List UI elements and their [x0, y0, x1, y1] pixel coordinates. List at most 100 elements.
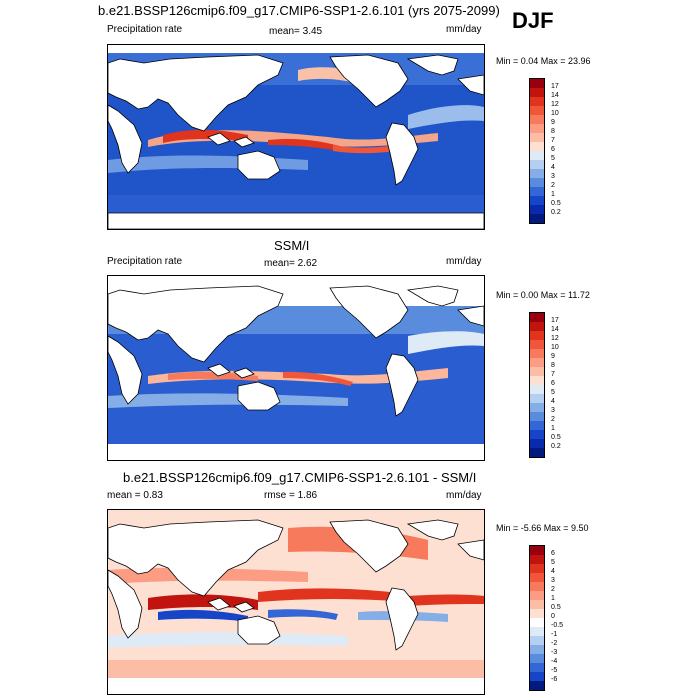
colorbar-swatch — [530, 672, 544, 681]
colorbar-tick-label: 6 — [551, 146, 555, 153]
colorbar-tick-label: 17 — [551, 83, 559, 90]
colorbar-swatch — [530, 573, 544, 582]
colorbar-swatch — [530, 313, 544, 322]
colorbar-swatch — [530, 636, 544, 645]
colorbar-swatch — [530, 97, 544, 106]
colorbar-swatch — [530, 627, 544, 636]
panel3-map — [107, 509, 485, 695]
colorbar-tick-label: 3 — [551, 577, 555, 584]
colorbar-tick-label: 5 — [551, 389, 555, 396]
figure-title: b.e21.BSSP126cmip6.f09_g17.CMIP6-SSP1-2.… — [98, 3, 500, 18]
panel1-variable-label: Precipitation rate — [107, 24, 183, 35]
colorbar-tick-label: 4 — [551, 164, 555, 171]
colorbar-swatch — [530, 555, 544, 564]
colorbar-swatch — [530, 133, 544, 142]
colorbar-swatch — [530, 340, 544, 349]
colorbar-swatch — [530, 214, 544, 223]
colorbar-tick-label: 4 — [551, 398, 555, 405]
colorbar-tick-label: 3 — [551, 407, 555, 414]
colorbar-swatch — [530, 430, 544, 439]
colorbar-swatch — [530, 358, 544, 367]
colorbar-swatch — [530, 187, 544, 196]
colorbar-tick-label: -3 — [551, 649, 558, 656]
colorbar-swatch — [530, 448, 544, 457]
colorbar-swatch — [530, 385, 544, 394]
colorbar-swatch — [530, 645, 544, 654]
colorbar-swatch — [530, 591, 544, 600]
panel1-mean-label: mean= 3.45 — [269, 26, 323, 37]
panel3-mean-label: mean = 0.83 — [107, 490, 163, 501]
colorbar-tick-label: 9 — [551, 119, 555, 126]
colorbar-swatch — [530, 349, 544, 358]
colorbar-swatch — [530, 681, 544, 690]
colorbar-tick-label: 1 — [551, 595, 555, 602]
colorbar-tick-label: -4 — [551, 658, 558, 665]
colorbar-swatch — [530, 205, 544, 214]
colorbar-swatch — [530, 196, 544, 205]
colorbar-swatch — [530, 439, 544, 448]
panel2-variable-label: Precipitation rate — [107, 256, 183, 267]
colorbar-swatch — [530, 663, 544, 672]
colorbar-tick-label: 0.2 — [551, 443, 561, 450]
colorbar-tick-label: 4 — [551, 568, 555, 575]
colorbar-swatch — [530, 322, 544, 331]
colorbar-swatch — [530, 421, 544, 430]
colorbar-tick-label: 6 — [551, 550, 555, 557]
colorbar-tick-label: 3 — [551, 173, 555, 180]
colorbar-swatch — [530, 609, 544, 618]
colorbar-swatch — [530, 169, 544, 178]
colorbar-tick-label: 0 — [551, 613, 555, 620]
colorbar-tick-label: -0.5 — [551, 622, 564, 629]
colorbar-tick-label: 9 — [551, 353, 555, 360]
panel1-minmax-label: Min = 0.04 Max = 23.96 — [496, 56, 591, 66]
panel2-heading: SSM/I — [274, 238, 310, 253]
colorbar-tick-label: 2 — [551, 416, 555, 423]
colorbar-tick-label: 14 — [551, 92, 559, 99]
colorbar-tick-label: 8 — [551, 362, 555, 369]
colorbar-swatch — [530, 142, 544, 151]
colorbar-swatch — [530, 654, 544, 663]
colorbar-tick-label: 2 — [551, 182, 555, 189]
colorbar-tick-label: 7 — [551, 371, 555, 378]
colorbar-swatch — [530, 79, 544, 88]
colorbar-swatch — [530, 178, 544, 187]
colorbar-swatch — [530, 600, 544, 609]
colorbar-tick-label: 8 — [551, 128, 555, 135]
colorbar-swatch — [530, 403, 544, 412]
colorbar-tick-label: 10 — [551, 110, 559, 117]
colorbar-swatch — [530, 618, 544, 627]
colorbar-tick-label: 5 — [551, 155, 555, 162]
colorbar-swatch — [530, 367, 544, 376]
colorbar-swatch — [530, 546, 544, 555]
panel2-minmax-label: Min = 0.00 Max = 11.72 — [496, 290, 590, 300]
colorbar-tick-label: -6 — [551, 676, 558, 683]
colorbar-tick-label: -2 — [551, 640, 558, 647]
panel3-heading: b.e21.BSSP126cmip6.f09_g17.CMIP6-SSP1-2.… — [123, 470, 477, 485]
colorbar-tick-label: -1 — [551, 631, 558, 638]
panel1-units-label: mm/day — [446, 24, 482, 35]
panel3-rmse-label: rmse = 1.86 — [264, 490, 318, 501]
colorbar-swatch — [530, 412, 544, 421]
colorbar-tick-label: -5 — [551, 667, 558, 674]
colorbar-swatch — [530, 331, 544, 340]
colorbar-tick-label: 7 — [551, 137, 555, 144]
colorbar-tick-label: 0.5 — [551, 604, 561, 611]
panel1-colorbar — [529, 78, 545, 224]
colorbar-tick-label: 17 — [551, 317, 559, 324]
colorbar-tick-label: 5 — [551, 559, 555, 566]
panel3-minmax-label: Min = -5.66 Max = 9.50 — [496, 523, 589, 533]
colorbar-swatch — [530, 115, 544, 124]
colorbar-tick-label: 1 — [551, 425, 555, 432]
colorbar-swatch — [530, 160, 544, 169]
panel2-units-label: mm/day — [446, 256, 482, 267]
panel3-units-label: mm/day — [446, 490, 482, 501]
colorbar-tick-label: 0.5 — [551, 200, 561, 207]
colorbar-tick-label: 10 — [551, 344, 559, 351]
colorbar-swatch — [530, 151, 544, 160]
panel3-colorbar — [529, 545, 545, 691]
panel1-map — [107, 44, 485, 230]
colorbar-tick-label: 12 — [551, 101, 559, 108]
colorbar-tick-label: 1 — [551, 191, 555, 198]
panel2-mean-label: mean= 2.62 — [264, 258, 318, 269]
colorbar-tick-label: 0.5 — [551, 434, 561, 441]
